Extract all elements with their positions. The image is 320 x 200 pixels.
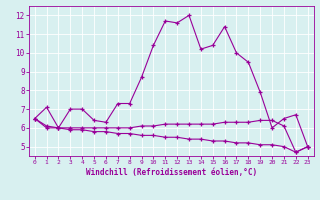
X-axis label: Windchill (Refroidissement éolien,°C): Windchill (Refroidissement éolien,°C)	[86, 168, 257, 177]
